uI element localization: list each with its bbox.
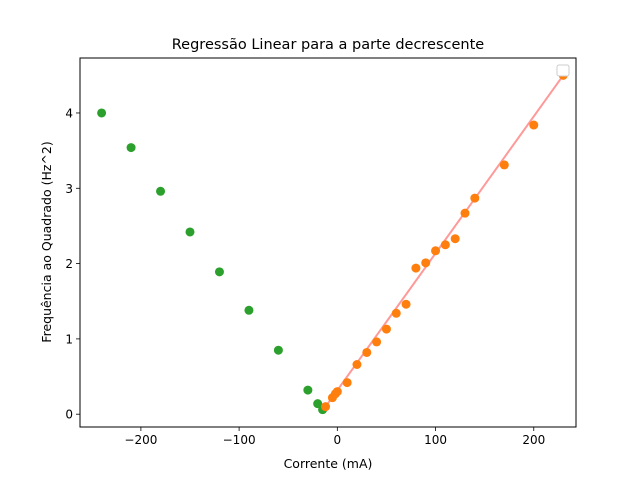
data-point-series-1-10 — [401, 299, 411, 309]
chart-title: Regressão Linear para a parte decrescent… — [172, 37, 485, 53]
legend-box — [556, 64, 570, 77]
data-point-series-1-4 — [342, 378, 352, 388]
data-point-series-1-13 — [431, 246, 441, 256]
data-point-series-1-3 — [332, 387, 342, 397]
data-point-series-1-19 — [529, 120, 539, 130]
y-tick-label-1: 1 — [65, 332, 73, 346]
data-point-series-1-9 — [391, 308, 401, 318]
y-tick-label-2: 2 — [65, 257, 73, 271]
data-point-series-0-8 — [313, 399, 323, 409]
data-point-series-1-7 — [372, 337, 382, 347]
data-point-series-0-0 — [97, 108, 107, 118]
data-point-series-0-4 — [214, 267, 224, 277]
x-axis: −200 −100 0 100 200 — [124, 427, 545, 447]
data-point-series-1-15 — [450, 234, 460, 244]
data-point-series-1-12 — [421, 258, 431, 268]
x-tick-label-4: 200 — [522, 433, 545, 447]
y-tick-label-3: 3 — [65, 182, 73, 196]
data-point-series-0-3 — [185, 227, 195, 237]
series-1 — [321, 70, 568, 412]
data-point-series-1-18 — [499, 160, 509, 170]
data-point-series-0-6 — [273, 345, 283, 355]
x-tick-label-0: −200 — [124, 433, 157, 447]
data-point-series-0-5 — [244, 305, 254, 315]
series-0 — [97, 108, 328, 415]
plot-frame — [79, 57, 577, 428]
data-point-series-0-1 — [126, 143, 136, 153]
data-point-series-0-2 — [156, 186, 166, 196]
data-point-series-1-16 — [460, 208, 470, 218]
data-point-series-1-8 — [381, 324, 391, 334]
data-point-series-1-5 — [352, 359, 362, 369]
data-point-series-0-7 — [303, 385, 313, 395]
y-axis-label: Frequência ao Quadrado (Hz^2) — [39, 141, 54, 342]
data-point-series-1-0 — [321, 402, 331, 412]
y-axis: 0 1 2 3 4 — [65, 106, 80, 422]
data-point-series-1-11 — [411, 263, 421, 273]
y-tick-label-0: 0 — [65, 408, 73, 422]
x-tick-label-3: 100 — [424, 433, 447, 447]
data-point-series-1-14 — [440, 240, 450, 250]
x-axis-label: Corrente (mA) — [284, 456, 373, 471]
y-tick-label-4: 4 — [65, 106, 73, 120]
data-point-series-1-17 — [470, 193, 480, 203]
x-tick-label-2: 0 — [334, 433, 342, 447]
data-point-series-1-6 — [362, 347, 372, 357]
x-tick-label-1: −100 — [223, 433, 256, 447]
